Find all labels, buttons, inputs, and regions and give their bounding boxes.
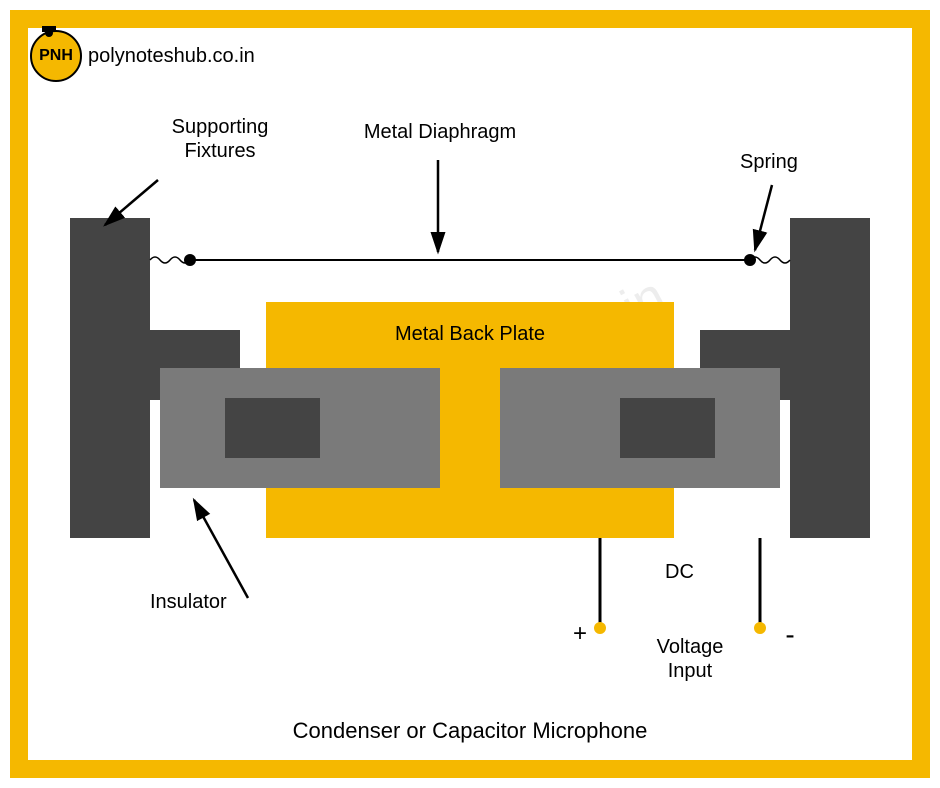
logo-badge-text: PNH bbox=[39, 47, 73, 65]
logo-text: polynoteshub.co.in bbox=[88, 45, 255, 68]
label-voltage-input: VoltageInput bbox=[630, 635, 750, 683]
label-dc: DC bbox=[665, 560, 715, 584]
label-minus: - bbox=[780, 618, 800, 652]
label-plus: + bbox=[570, 620, 590, 649]
label-metal-diaphragm: Metal Diaphragm bbox=[350, 120, 530, 144]
backplate-bottom bbox=[266, 488, 674, 538]
logo-badge: PNH bbox=[30, 30, 82, 82]
label-insulator: Insulator bbox=[150, 590, 270, 614]
backplate-stem bbox=[440, 368, 500, 488]
logo: PNH polynoteshub.co.in bbox=[30, 30, 255, 82]
label-spring: Spring bbox=[740, 150, 820, 174]
caption: Condenser or Capacitor Microphone bbox=[0, 718, 940, 744]
label-supporting-fixtures: SupportingFixtures bbox=[130, 115, 310, 163]
fixture-right-notch bbox=[620, 398, 715, 458]
fixture-left-notch bbox=[225, 398, 320, 458]
fixture-right bbox=[790, 218, 870, 538]
fixture-left bbox=[70, 218, 150, 538]
label-metal-back-plate: Metal Back Plate bbox=[355, 322, 585, 346]
